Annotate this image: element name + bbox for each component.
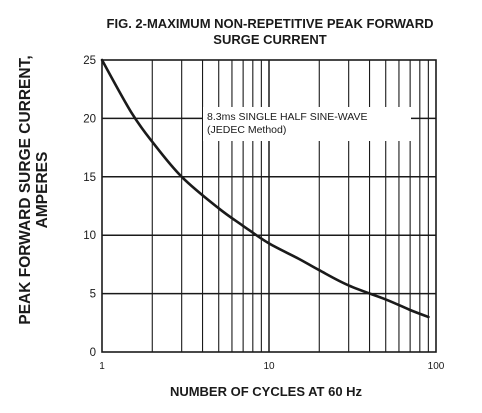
x-tick-label: 10 [263,361,275,372]
y-tick-label: 0 [90,347,96,359]
y-tick-label: 15 [83,172,96,184]
x-tick-label: 100 [428,361,445,372]
annotation-line2: (JEDEC Method) [207,124,286,136]
y-tick-label: 20 [83,113,96,125]
annotation-box [203,107,411,141]
y-axis-label-line1: PEAK FORWARD SURGE CURRENT, [17,55,34,324]
y-tick-label: 10 [83,230,96,242]
y-tick-label: 25 [83,55,96,67]
y-axis-label-line2: AMPERES [34,152,51,229]
tick-labels: 1 10 100 0 5 10 15 20 25 [83,55,445,372]
x-tick-label: 1 [99,361,105,372]
annotation-line1: 8.3ms SINGLE HALF SINE-WAVE [207,111,367,123]
series-line [100,58,430,319]
x-axis-label: NUMBER OF CYCLES AT 60 Hz [170,384,363,399]
chart-title-line1: FIG. 2-MAXIMUM NON-REPETITIVE PEAK FORWA… [107,16,434,31]
chart-title-line2: SURGE CURRENT [213,32,326,47]
plot-frame [101,59,437,353]
grid [101,59,437,353]
y-tick-label: 5 [90,289,96,301]
